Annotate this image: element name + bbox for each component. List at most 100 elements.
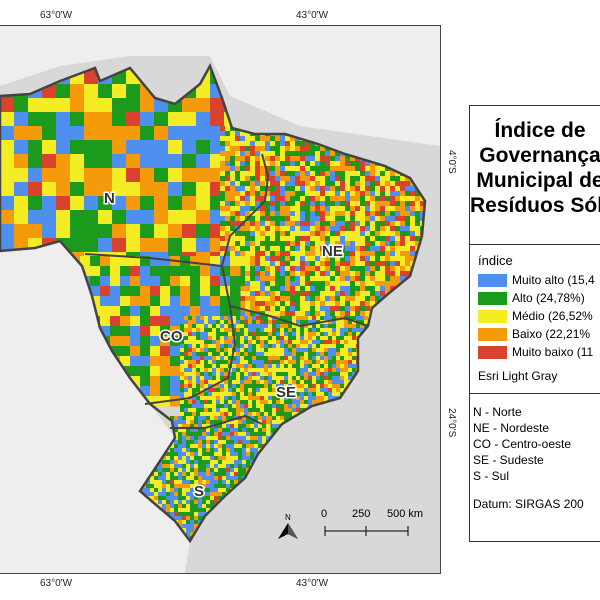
municipality-cell <box>290 186 296 192</box>
municipality-cell <box>350 201 356 207</box>
municipality-cell <box>246 448 251 453</box>
municipality-cell <box>258 416 263 421</box>
municipality-cell <box>170 286 181 297</box>
municipality-cell <box>335 151 341 157</box>
municipality-cell <box>355 181 361 187</box>
municipality-cell <box>316 364 321 369</box>
municipality-cell <box>226 420 231 425</box>
municipality-cell <box>212 376 217 381</box>
municipality-cell <box>190 480 195 485</box>
municipality-cell <box>300 316 305 321</box>
municipality-cell <box>264 360 269 365</box>
municipality-cell <box>352 316 357 321</box>
municipality-cell <box>365 231 371 237</box>
municipality-cell <box>256 396 261 401</box>
municipality-cell <box>84 84 99 99</box>
municipality-cell <box>296 388 301 393</box>
municipality-cell <box>252 348 257 353</box>
municipality-cell <box>186 488 191 493</box>
municipality-cell <box>265 136 271 142</box>
municipality-cell <box>210 436 215 441</box>
municipality-cell <box>230 141 236 147</box>
municipality-cell <box>240 356 245 361</box>
municipality-cell <box>275 231 281 237</box>
municipality-cell <box>400 246 406 252</box>
municipality-cell <box>126 210 141 225</box>
municipality-cell <box>255 241 261 247</box>
municipality-cell <box>208 400 213 405</box>
municipality-cell <box>270 141 276 147</box>
municipality-cell <box>300 291 306 297</box>
municipality-cell <box>315 186 321 192</box>
municipality-cell <box>405 256 411 262</box>
municipality-cell <box>290 181 296 187</box>
municipality-cell <box>365 216 371 222</box>
municipality-cell <box>310 256 316 262</box>
municipality-cell <box>335 181 341 187</box>
municipality-cell <box>198 464 203 469</box>
municipality-cell <box>174 432 179 437</box>
municipality-cell <box>140 286 151 297</box>
municipality-cell <box>260 352 265 357</box>
municipality-cell <box>214 440 219 445</box>
municipality-cell <box>304 324 309 329</box>
municipality-cell <box>226 460 231 465</box>
municipality-cell <box>140 238 155 253</box>
municipality-cell <box>300 340 305 345</box>
municipality-cell <box>186 500 191 505</box>
municipality-cell <box>276 424 281 429</box>
municipality-cell <box>162 472 167 477</box>
municipality-cell <box>222 436 227 441</box>
municipality-cell <box>324 388 329 393</box>
municipality-cell <box>188 324 193 329</box>
municipality-cell <box>220 332 225 337</box>
municipality-cell <box>350 231 356 237</box>
map-frame[interactable]: N NE CO SE S N 0 250 500 km <box>0 25 441 574</box>
municipality-cell <box>182 238 197 253</box>
municipality-cell <box>340 261 346 267</box>
municipality-cell <box>300 352 305 357</box>
municipality-cell <box>348 364 353 369</box>
municipality-cell <box>310 301 316 307</box>
municipality-cell <box>400 276 406 282</box>
municipality-cell <box>248 320 253 325</box>
municipality-cell <box>150 336 161 347</box>
municipality-cell <box>160 306 171 317</box>
municipality-cell <box>300 206 306 212</box>
municipality-cell <box>260 176 266 182</box>
municipality-cell <box>240 151 246 157</box>
municipality-cell <box>84 168 99 183</box>
municipality-cell <box>230 131 236 137</box>
municipality-cell <box>355 246 361 252</box>
municipality-cell <box>305 251 311 257</box>
municipality-cell <box>272 356 277 361</box>
brazil-map[interactable]: N NE CO SE S N 0 250 500 km <box>0 26 440 573</box>
municipality-cell <box>276 404 281 409</box>
municipality-cell <box>295 156 301 162</box>
municipality-cell <box>300 181 306 187</box>
municipality-cell <box>264 412 269 417</box>
municipality-cell <box>240 136 246 142</box>
municipality-cell <box>300 241 306 247</box>
municipality-cell <box>14 154 29 169</box>
municipality-cell <box>112 112 127 127</box>
municipality-cell <box>56 196 71 211</box>
municipality-cell <box>0 224 15 239</box>
municipality-cell <box>255 181 261 187</box>
municipality-cell <box>325 226 331 232</box>
municipality-cell <box>264 340 269 345</box>
municipality-cell <box>280 286 286 292</box>
municipality-cell <box>242 424 247 429</box>
municipality-cell <box>324 352 329 357</box>
municipality-cell <box>126 154 141 169</box>
municipality-cell <box>254 428 259 433</box>
municipality-cell <box>198 436 203 441</box>
municipality-cell <box>224 400 229 405</box>
municipality-cell <box>252 332 257 337</box>
municipality-cell <box>280 246 286 252</box>
municipality-cell <box>180 266 191 277</box>
municipality-cell <box>260 266 266 272</box>
municipality-cell <box>335 161 341 167</box>
municipality-cell <box>162 492 167 497</box>
municipality-cell <box>225 221 231 227</box>
